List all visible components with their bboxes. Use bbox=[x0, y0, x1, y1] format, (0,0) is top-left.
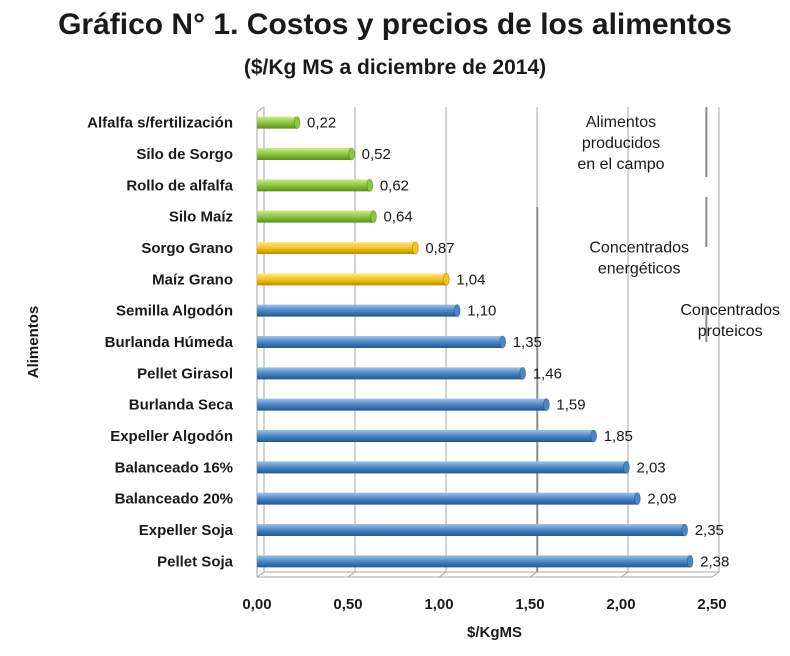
group-annotation: en el campo bbox=[577, 156, 664, 173]
floor-tick bbox=[438, 571, 447, 578]
data-label: 1,04 bbox=[456, 271, 485, 288]
bar-end-cap bbox=[453, 304, 461, 318]
bar-end-cap bbox=[411, 241, 419, 255]
x-tick-label: 2,50 bbox=[697, 596, 726, 613]
bar-end-cap bbox=[442, 272, 450, 286]
floor-tick bbox=[529, 571, 538, 578]
axis-corner bbox=[256, 106, 265, 113]
category-label: Expeller Soja bbox=[139, 522, 234, 539]
data-label: 2,35 bbox=[695, 522, 724, 539]
bar bbox=[257, 336, 503, 348]
category-label: Semilla Algodón bbox=[116, 303, 233, 320]
floor-tick bbox=[256, 571, 265, 578]
bar bbox=[257, 148, 352, 160]
group-annotation: proteicos bbox=[698, 323, 763, 340]
category-label: Burlanda Húmeda bbox=[105, 334, 234, 351]
bar bbox=[257, 367, 523, 380]
x-tick-label: 0,50 bbox=[333, 596, 362, 613]
data-label: 0,87 bbox=[425, 240, 454, 257]
bar bbox=[257, 461, 627, 474]
floor-tick bbox=[711, 571, 720, 578]
data-label: 1,46 bbox=[533, 365, 562, 382]
group-annotation: producidos bbox=[582, 135, 660, 152]
bar bbox=[257, 524, 685, 536]
group-annotation: Alimentos bbox=[586, 114, 656, 131]
data-label: 1,85 bbox=[604, 428, 633, 445]
bar bbox=[257, 179, 370, 192]
category-label: Expeller Algodón bbox=[110, 428, 233, 445]
x-tick-label: 2,00 bbox=[606, 596, 635, 613]
data-label: 1,10 bbox=[467, 303, 496, 320]
bar-end-cap bbox=[623, 460, 630, 474]
category-label: Balanceado 16% bbox=[115, 459, 233, 476]
category-label: Silo Maíz bbox=[169, 209, 233, 226]
group-annotation: energéticos bbox=[598, 260, 681, 277]
bar-end-cap bbox=[681, 523, 689, 537]
data-label: 0,62 bbox=[380, 177, 409, 194]
x-tick-label: 1,00 bbox=[424, 596, 453, 613]
x-tick-label: 0,00 bbox=[242, 596, 271, 613]
bar-end-cap bbox=[366, 178, 374, 192]
data-label: 0,52 bbox=[362, 146, 391, 163]
chart-title: Gráfico N° 1. Costos y precios de los al… bbox=[58, 8, 732, 41]
data-label: 2,03 bbox=[636, 459, 665, 476]
category-label: Burlanda Seca bbox=[129, 397, 234, 414]
bar bbox=[257, 242, 416, 254]
bar bbox=[257, 398, 547, 411]
group-annotation: Concentrados bbox=[589, 239, 689, 256]
bar bbox=[257, 555, 691, 568]
bar bbox=[257, 430, 594, 442]
group-annotation: Concentrados bbox=[680, 302, 780, 319]
data-label: 0,22 bbox=[307, 115, 336, 132]
bar-end-cap bbox=[633, 492, 641, 506]
floor-tick bbox=[347, 571, 356, 578]
bar-end-cap bbox=[499, 335, 507, 349]
bar-end-cap bbox=[348, 147, 356, 161]
bar-end-cap bbox=[519, 366, 527, 380]
x-tick-label: 1,50 bbox=[515, 596, 544, 613]
bar-end-cap bbox=[370, 210, 377, 224]
bar bbox=[257, 273, 447, 286]
x-axis-title: $/KgMS bbox=[467, 624, 522, 641]
bar bbox=[257, 304, 458, 317]
bar-end-cap bbox=[542, 398, 550, 412]
category-label: Alfalfa s/fertilización bbox=[87, 115, 233, 132]
category-label: Rollo de alfalfa bbox=[126, 177, 233, 194]
category-label: Balanceado 20% bbox=[115, 491, 233, 508]
chart-subtitle: ($/Kg MS a diciembre de 2014) bbox=[243, 56, 547, 79]
data-label: 1,35 bbox=[513, 334, 542, 351]
category-label: Silo de Sorgo bbox=[136, 146, 233, 163]
y-axis-title: Alimentos bbox=[25, 306, 42, 379]
bar bbox=[257, 116, 298, 129]
floor-tick bbox=[620, 571, 629, 578]
bar-end-cap bbox=[590, 429, 598, 443]
data-label: 1,59 bbox=[556, 397, 585, 414]
data-label: 2,09 bbox=[647, 491, 676, 508]
category-label: Maíz Grano bbox=[152, 271, 233, 288]
category-label: Pellet Soja bbox=[157, 553, 234, 570]
bar-end-cap bbox=[293, 116, 301, 130]
category-label: Pellet Girasol bbox=[137, 365, 233, 382]
bar bbox=[257, 492, 638, 505]
category-label: Sorgo Grano bbox=[141, 240, 233, 257]
bar bbox=[257, 210, 374, 223]
bar-end-cap bbox=[686, 554, 694, 568]
data-label: 0,64 bbox=[383, 209, 412, 226]
data-label: 2,38 bbox=[700, 553, 729, 570]
